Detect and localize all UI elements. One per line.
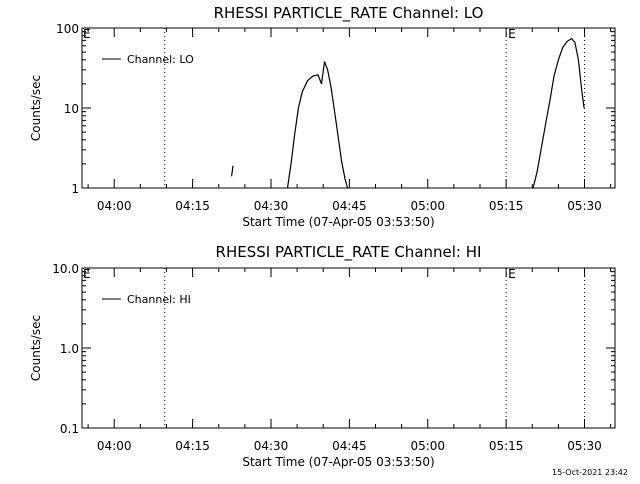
x-tick-label: 05:00 bbox=[410, 439, 445, 453]
panel-1: RHESSI PARTICLE_RATE Channel: LO 1 10 100 04… bbox=[29, 4, 616, 229]
series-line bbox=[231, 165, 234, 177]
x-tick-label: 04:30 bbox=[254, 439, 289, 453]
legend-label: Channel: HI bbox=[127, 293, 191, 306]
y-tick-label: 1 bbox=[71, 182, 79, 196]
legend-label: Channel: LO bbox=[127, 53, 194, 66]
series-line bbox=[286, 61, 349, 189]
x-axis-label: Start Time (07-Apr-05 03:53:50) bbox=[242, 455, 434, 469]
x-tick-label: 05:15 bbox=[489, 199, 524, 213]
x-tick-label: 04:15 bbox=[175, 199, 210, 213]
y-tick-label: 10 bbox=[64, 102, 79, 116]
x-tick-label: 05:15 bbox=[489, 439, 524, 453]
y-tick-label: 0.1 bbox=[60, 422, 79, 436]
y-tick-label: 100 bbox=[56, 22, 79, 36]
y-axis-label: Counts/sec bbox=[29, 75, 43, 141]
y-tick-label: 1.0 bbox=[60, 342, 79, 356]
x-tick-label: 05:30 bbox=[567, 439, 602, 453]
x-tick-label: 04:00 bbox=[97, 199, 132, 213]
event-marker-label: E bbox=[508, 267, 516, 281]
y-axis-label: Counts/sec bbox=[29, 315, 43, 381]
y-tick-label: 10.0 bbox=[52, 262, 79, 276]
x-tick-label: 05:00 bbox=[410, 199, 445, 213]
plot-frame bbox=[81, 267, 616, 429]
panel-2: RHESSI PARTICLE_RATE Channel: HI 0.1 1.0 10… bbox=[29, 243, 616, 469]
x-tick-label: 04:30 bbox=[254, 199, 289, 213]
chart-title: RHESSI PARTICLE_RATE Channel: HI bbox=[216, 243, 482, 262]
event-marker-label: E bbox=[508, 27, 516, 41]
x-tick-label: 04:45 bbox=[332, 439, 367, 453]
x-tick-label: 04:15 bbox=[175, 439, 210, 453]
plot-frame bbox=[81, 27, 616, 189]
x-tick-label: 05:30 bbox=[567, 199, 602, 213]
series-line bbox=[532, 37, 585, 189]
x-tick-label: 04:00 bbox=[97, 439, 132, 453]
event-marker-label: E bbox=[83, 267, 91, 281]
x-axis-label: Start Time (07-Apr-05 03:53:50) bbox=[242, 215, 434, 229]
generation-timestamp: 15-Oct-2021 23:42 bbox=[552, 468, 628, 477]
event-marker-label: E bbox=[83, 27, 91, 41]
x-tick-label: 04:45 bbox=[332, 199, 367, 213]
chart-title: RHESSI PARTICLE_RATE Channel: LO bbox=[214, 4, 484, 23]
